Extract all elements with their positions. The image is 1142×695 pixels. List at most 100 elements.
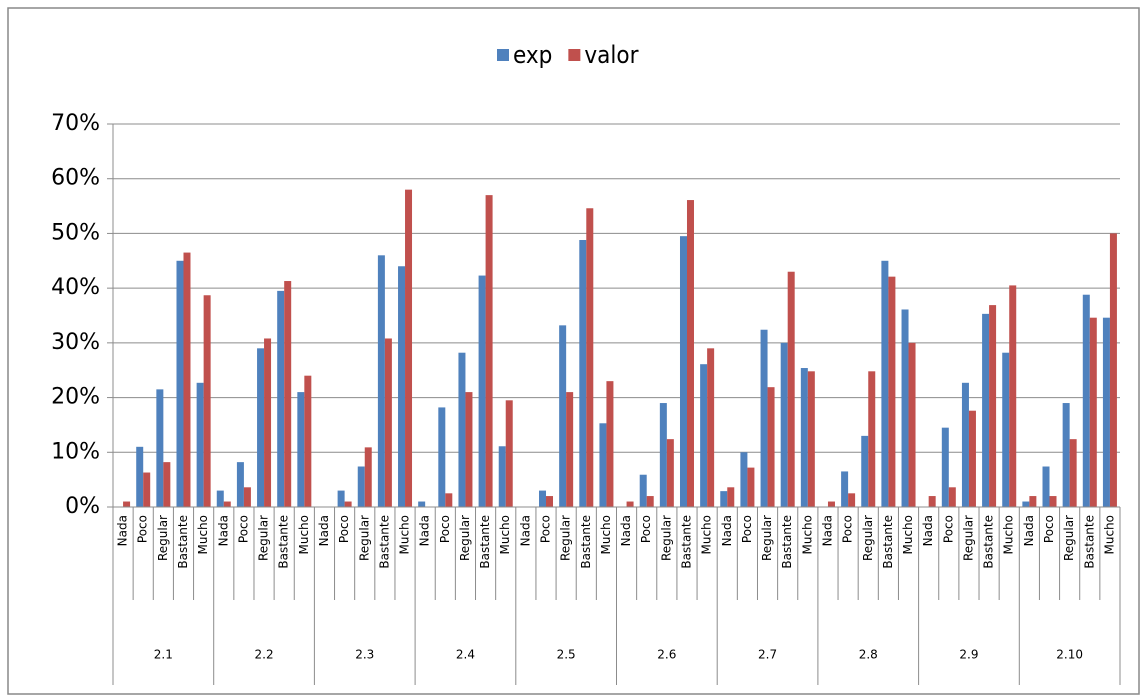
x-tick-label: Regular xyxy=(861,515,875,561)
bar xyxy=(888,276,896,507)
x-tick-label: Mucho xyxy=(901,515,915,555)
y-tick-label: 50% xyxy=(51,220,100,245)
x-tick-label: Bastante xyxy=(478,515,492,569)
x-tick-label: Nada xyxy=(720,515,734,546)
bar xyxy=(257,348,265,507)
bar xyxy=(807,371,815,507)
bar xyxy=(1029,496,1037,507)
bar xyxy=(357,466,365,507)
bar xyxy=(968,410,976,507)
bar xyxy=(740,452,748,507)
bar xyxy=(848,493,856,507)
bar xyxy=(1049,496,1057,507)
bar xyxy=(747,467,755,507)
y-tick-label: 40% xyxy=(51,275,100,300)
group-label: 2.5 xyxy=(557,648,576,662)
x-tick-label: Nada xyxy=(116,515,130,546)
x-tick-label: Regular xyxy=(357,515,371,561)
group-label: 2.9 xyxy=(959,648,978,662)
bar xyxy=(445,493,453,507)
x-tick-label: Regular xyxy=(659,515,673,561)
bar xyxy=(163,462,171,507)
legend-label: exp xyxy=(513,41,552,69)
bar xyxy=(546,496,554,507)
bar xyxy=(377,255,385,507)
group-label: 2.4 xyxy=(456,648,475,662)
x-tick-label: Bastante xyxy=(881,515,895,569)
legend-swatch xyxy=(497,49,509,61)
bar xyxy=(176,260,184,507)
bar xyxy=(700,364,708,507)
bar xyxy=(908,342,916,507)
bar xyxy=(384,338,392,507)
bar xyxy=(1089,317,1097,507)
y-tick-label: 60% xyxy=(51,166,100,191)
bar xyxy=(760,329,768,507)
bar xyxy=(666,439,674,507)
bar xyxy=(465,392,473,507)
x-tick-label: Nada xyxy=(418,515,432,546)
x-tick-label: Mucho xyxy=(297,515,311,555)
bar xyxy=(297,392,305,507)
x-tick-label: Bastante xyxy=(780,515,794,569)
bar xyxy=(686,200,694,507)
x-tick-label: Bastante xyxy=(277,515,291,569)
bar xyxy=(143,472,151,507)
y-tick-label: 10% xyxy=(51,439,100,464)
legend-swatch xyxy=(568,49,581,61)
x-tick-label: Poco xyxy=(236,515,250,543)
bar xyxy=(707,348,715,507)
x-tick-label: Poco xyxy=(1042,515,1056,543)
x-tick-label: Mucho xyxy=(1102,515,1116,555)
x-tick-label: Nada xyxy=(216,515,230,546)
x-tick-label: Mucho xyxy=(700,515,714,555)
bar xyxy=(539,490,547,507)
bar xyxy=(868,371,876,507)
bar xyxy=(344,501,352,507)
bar xyxy=(827,501,835,507)
bar xyxy=(566,392,574,507)
y-tick-label: 20% xyxy=(51,385,100,410)
bar xyxy=(841,471,849,507)
x-tick-label: Poco xyxy=(941,515,955,543)
bar xyxy=(780,342,788,507)
x-tick-label: Bastante xyxy=(579,515,593,569)
group-label: 2.3 xyxy=(355,648,374,662)
bar xyxy=(1102,317,1110,507)
bar xyxy=(337,490,345,507)
x-tick-label: Regular xyxy=(559,515,573,561)
x-tick-label: Regular xyxy=(458,515,472,561)
bar xyxy=(1009,285,1017,507)
bar xyxy=(505,400,513,507)
chart-border xyxy=(7,7,1140,695)
bar xyxy=(720,491,728,507)
bar xyxy=(398,266,406,507)
x-tick-label: Nada xyxy=(921,515,935,546)
bar xyxy=(156,389,164,507)
bar xyxy=(599,423,607,507)
bar xyxy=(1109,233,1117,507)
bar xyxy=(606,381,614,507)
bar xyxy=(1069,439,1077,507)
x-tick-label: Nada xyxy=(1022,515,1036,546)
x-tick-label: Poco xyxy=(639,515,653,543)
group-label: 2.6 xyxy=(657,648,676,662)
bar xyxy=(277,290,285,507)
x-tick-label: Nada xyxy=(317,515,331,546)
bar xyxy=(498,446,506,507)
legend-label: valor xyxy=(584,41,638,69)
x-tick-label: Regular xyxy=(760,515,774,561)
bar xyxy=(458,352,466,507)
bar xyxy=(941,427,949,507)
bar xyxy=(136,446,144,507)
bar xyxy=(800,368,808,507)
x-tick-label: Mucho xyxy=(498,515,512,555)
x-tick-label: Regular xyxy=(156,515,170,561)
x-tick-label: Mucho xyxy=(398,515,412,555)
bar xyxy=(405,189,413,507)
bar xyxy=(243,487,251,507)
bar xyxy=(264,338,272,507)
bar xyxy=(948,487,956,507)
